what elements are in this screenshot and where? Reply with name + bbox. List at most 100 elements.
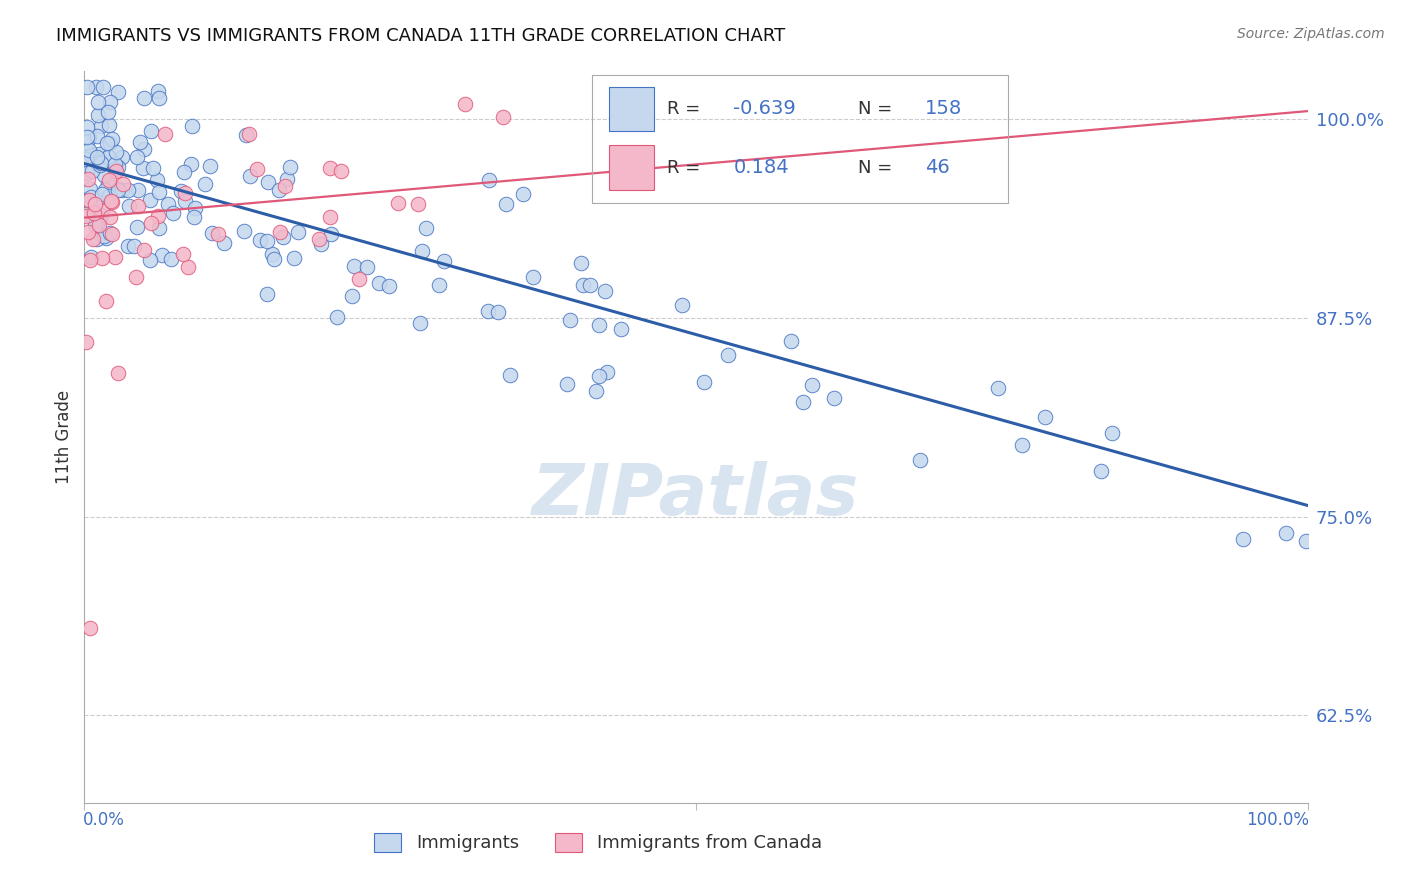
Point xyxy=(117,239,139,253)
Point xyxy=(134,243,156,257)
Y-axis label: 11th Grade: 11th Grade xyxy=(55,390,73,484)
Point xyxy=(486,305,509,319)
Point xyxy=(75,334,97,349)
Point xyxy=(555,377,578,392)
Point xyxy=(125,220,148,235)
Point xyxy=(173,165,195,179)
Point xyxy=(90,119,112,133)
Point xyxy=(107,85,129,99)
Point xyxy=(148,185,170,199)
Point xyxy=(76,130,98,145)
Point xyxy=(104,250,127,264)
Point xyxy=(89,158,111,172)
Point xyxy=(86,128,108,143)
Point xyxy=(98,136,121,151)
Point xyxy=(86,150,108,164)
Point xyxy=(79,194,101,208)
Text: 100.0%: 100.0% xyxy=(1246,811,1309,829)
Point xyxy=(1033,409,1056,424)
Point xyxy=(90,186,112,201)
Point xyxy=(90,156,112,170)
Text: IMMIGRANTS VS IMMIGRANTS FROM CANADA 11TH GRADE CORRELATION CHART: IMMIGRANTS VS IMMIGRANTS FROM CANADA 11T… xyxy=(56,27,786,45)
Point xyxy=(134,142,156,156)
Point xyxy=(142,161,165,176)
Point xyxy=(343,259,366,273)
Point xyxy=(406,197,429,211)
Point xyxy=(180,157,202,171)
Point xyxy=(429,277,451,292)
Point xyxy=(326,310,349,324)
Point xyxy=(107,182,129,196)
Point xyxy=(111,183,134,197)
Point xyxy=(79,207,101,221)
Point xyxy=(1274,526,1296,541)
Point xyxy=(283,251,305,265)
Point xyxy=(671,298,693,312)
Point xyxy=(105,145,128,159)
Point xyxy=(98,95,121,109)
Point xyxy=(98,211,121,225)
Point xyxy=(127,199,149,213)
Point xyxy=(588,318,610,332)
Point xyxy=(257,175,280,189)
Point xyxy=(80,250,103,264)
Point xyxy=(97,176,120,190)
Point xyxy=(183,201,205,215)
Point xyxy=(308,232,330,246)
Point xyxy=(378,279,401,293)
Point xyxy=(141,215,163,229)
Point xyxy=(492,110,515,124)
Point xyxy=(367,276,389,290)
Point xyxy=(76,120,98,134)
Point xyxy=(125,269,148,284)
Point xyxy=(132,91,155,105)
Point xyxy=(174,186,197,201)
Point xyxy=(75,209,97,223)
Point xyxy=(76,150,98,164)
Point xyxy=(79,252,101,267)
Point xyxy=(319,210,342,224)
Point xyxy=(200,159,222,173)
Point xyxy=(477,304,499,318)
Point xyxy=(319,227,342,242)
Point xyxy=(90,251,112,265)
Point xyxy=(86,217,108,231)
Point xyxy=(104,157,127,171)
Point xyxy=(127,183,149,197)
Point xyxy=(522,269,544,284)
Point xyxy=(1295,534,1317,549)
Point xyxy=(79,621,101,635)
Point xyxy=(183,211,205,225)
Text: Source: ZipAtlas.com: Source: ZipAtlas.com xyxy=(1237,27,1385,41)
Point xyxy=(558,312,581,326)
Point xyxy=(233,224,256,238)
Point xyxy=(139,252,162,267)
Point xyxy=(129,136,152,150)
Point xyxy=(347,271,370,285)
Point xyxy=(82,232,104,246)
Point xyxy=(117,183,139,197)
Point xyxy=(97,188,120,202)
Point xyxy=(139,123,162,137)
Point xyxy=(238,128,260,142)
Point xyxy=(76,80,98,95)
Point xyxy=(75,207,97,221)
Point xyxy=(101,194,124,209)
Point xyxy=(100,194,122,209)
Point xyxy=(256,235,278,249)
Point xyxy=(571,278,593,293)
Point xyxy=(342,289,364,303)
Point xyxy=(80,189,103,203)
Point xyxy=(76,158,98,172)
Point xyxy=(588,368,610,383)
Point xyxy=(122,239,145,253)
Point xyxy=(356,260,378,274)
Point xyxy=(83,206,105,220)
Point xyxy=(330,164,353,178)
Point xyxy=(823,392,845,406)
Point xyxy=(432,253,454,268)
Point xyxy=(127,151,149,165)
Point xyxy=(87,95,110,109)
Point xyxy=(276,171,298,186)
Point xyxy=(76,225,98,239)
